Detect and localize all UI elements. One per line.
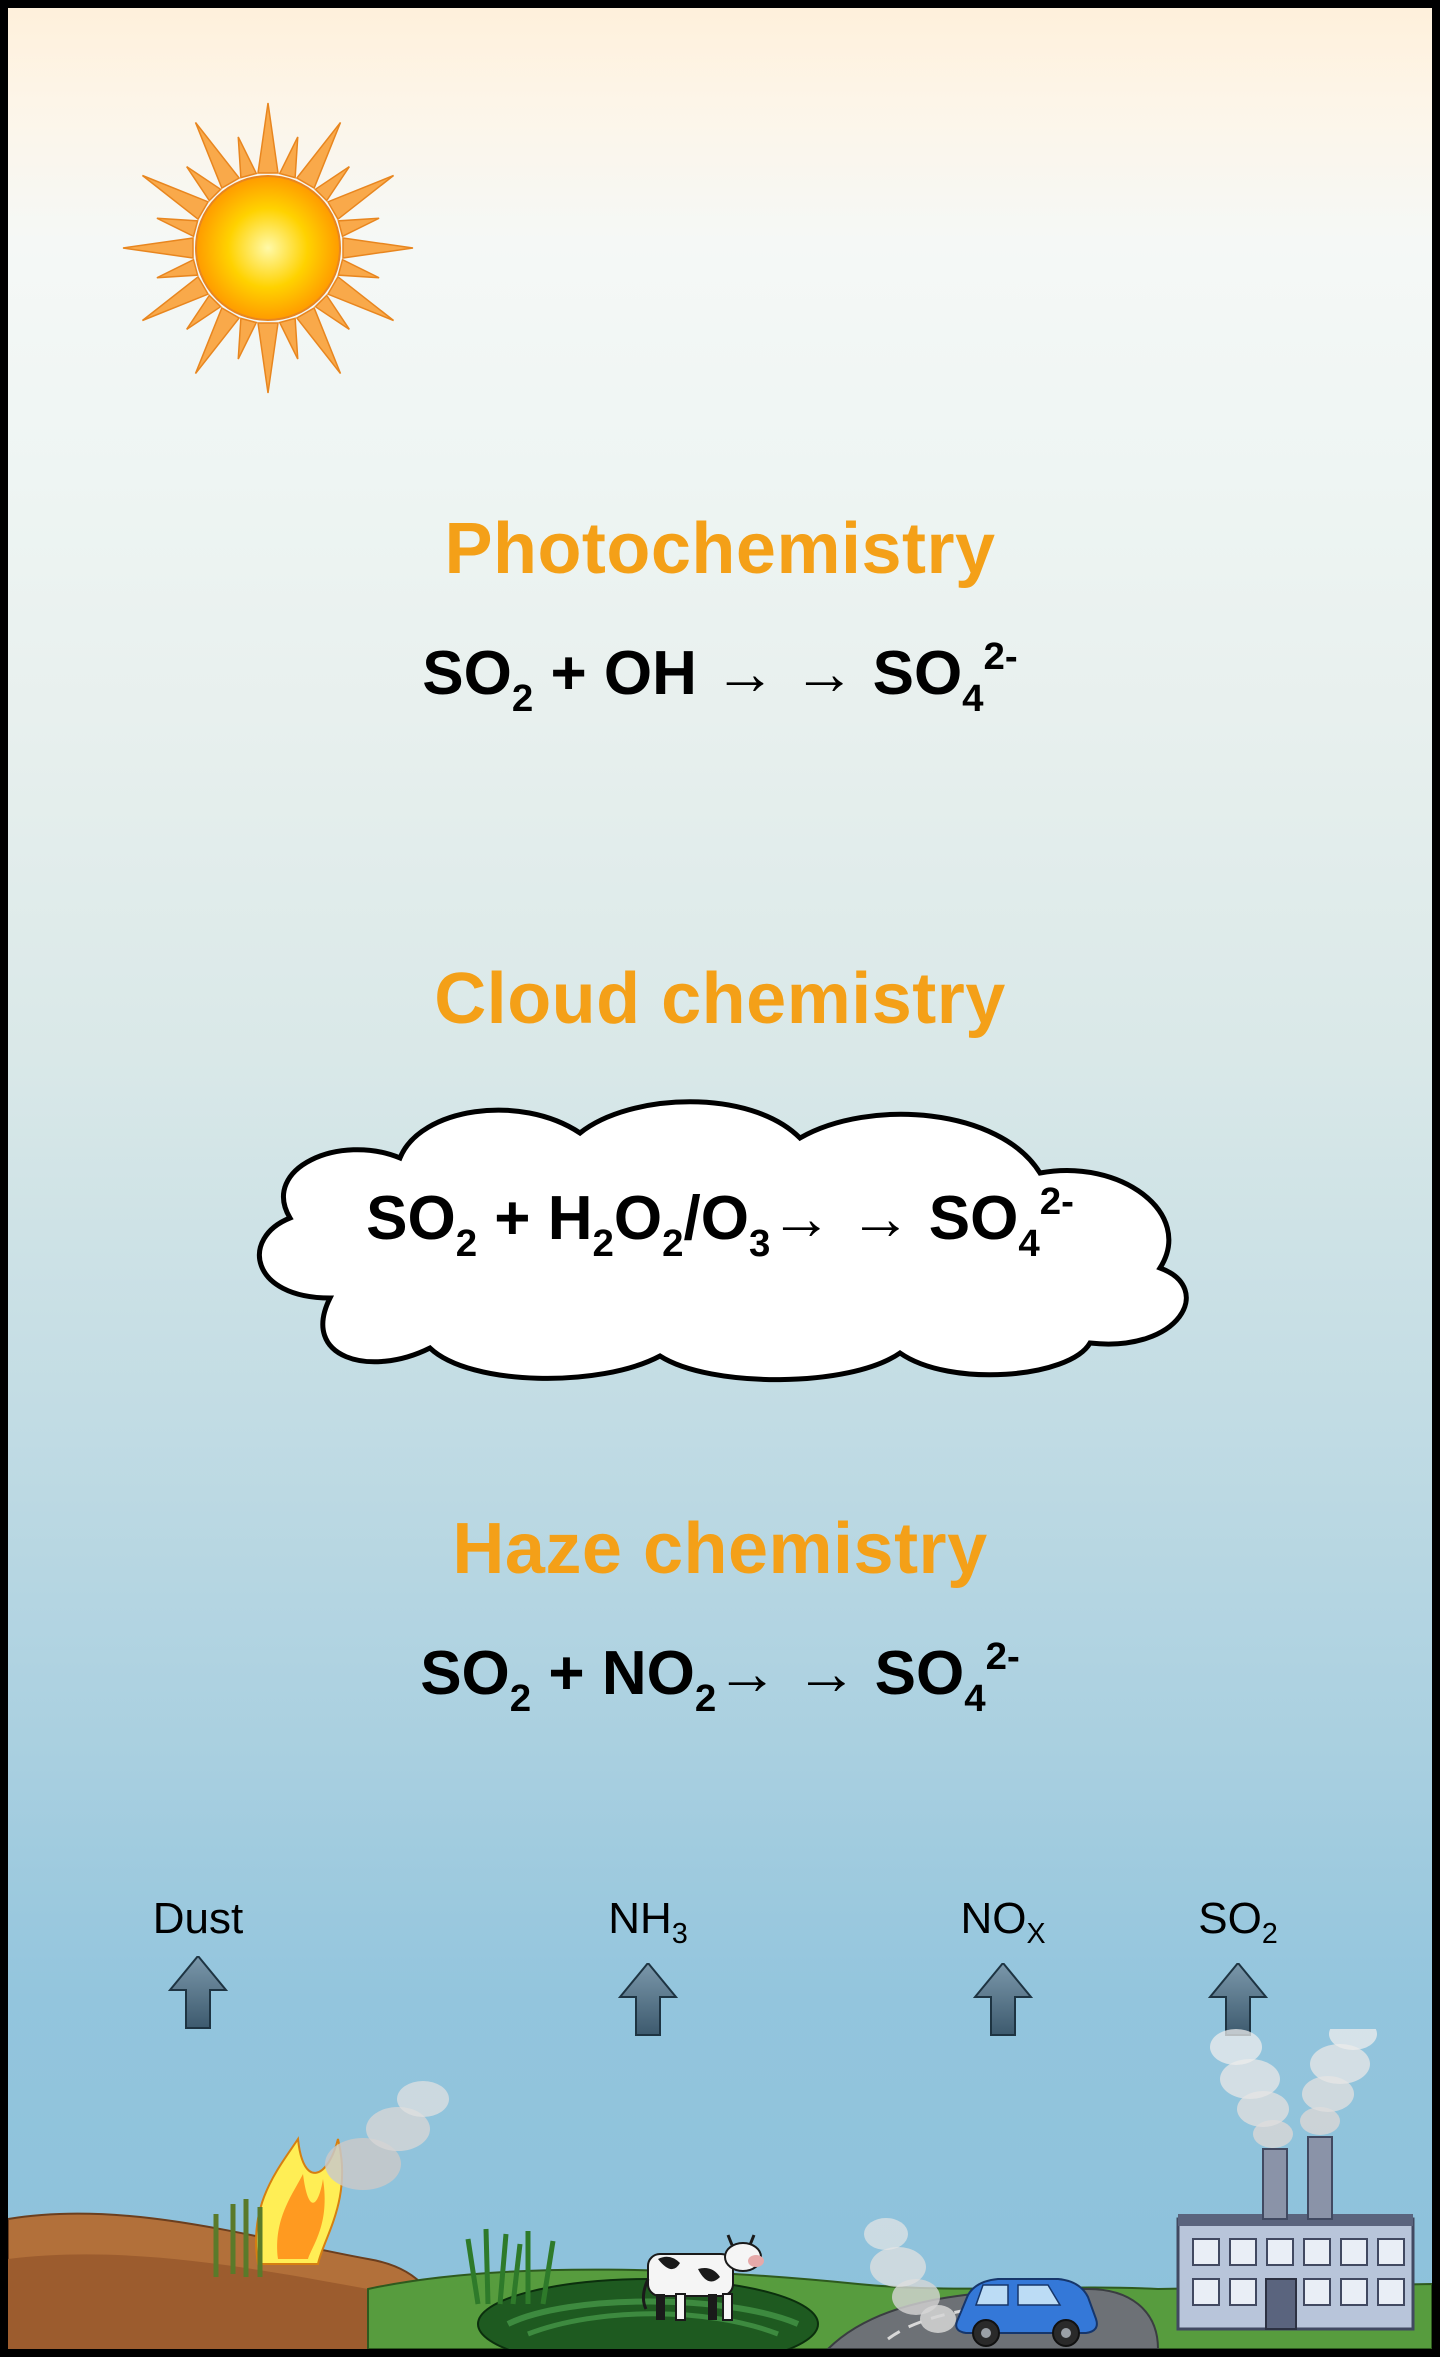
ground-scene <box>8 2029 1432 2349</box>
photochemistry-title: Photochemistry <box>8 508 1432 590</box>
diagram-canvas: Photochemistry SO2 + OH → → SO42- Cloud … <box>0 0 1440 2357</box>
cloud-chemistry-title: Cloud chemistry <box>8 958 1432 1040</box>
emission-nh3-label: NH3 <box>573 1894 723 1951</box>
emissions-row: Dust NH3 NOX SO2 <box>8 1894 1432 2034</box>
emission-nh3: NH3 <box>573 1894 723 2038</box>
emission-dust-label: Dust <box>123 1894 273 1944</box>
haze-chemistry-section: Haze chemistry SO2 + NO2→ → SO42- <box>8 1508 1432 1717</box>
emission-nox: NOX <box>928 1894 1078 2038</box>
haze-chemistry-title: Haze chemistry <box>8 1508 1432 1590</box>
arrow-up-icon <box>1208 1963 1268 2038</box>
cloud-chemistry-formula: SO2 + H2O2/O3→ → SO42- <box>8 1183 1432 1262</box>
emission-dust: Dust <box>123 1894 273 2031</box>
emission-so2: SO2 <box>1163 1894 1313 2038</box>
cloud-chemistry-section: Cloud chemistry <box>8 958 1432 1040</box>
arrow-up-icon <box>618 1963 678 2038</box>
sun-icon <box>118 98 418 398</box>
haze-chemistry-formula: SO2 + NO2→ → SO42- <box>8 1638 1432 1717</box>
emission-so2-label: SO2 <box>1163 1894 1313 1951</box>
emission-nox-label: NOX <box>928 1894 1078 1951</box>
photochemistry-formula: SO2 + OH → → SO42- <box>8 638 1432 717</box>
photochemistry-section: Photochemistry SO2 + OH → → SO42- <box>8 508 1432 717</box>
arrow-up-icon <box>973 1963 1033 2038</box>
arrow-up-icon <box>168 1956 228 2031</box>
factory-icon <box>1178 2029 1413 2329</box>
